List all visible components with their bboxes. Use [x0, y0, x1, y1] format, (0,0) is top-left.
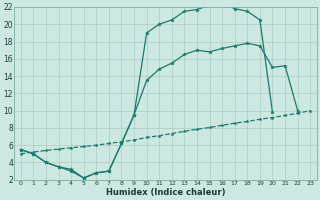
X-axis label: Humidex (Indice chaleur): Humidex (Indice chaleur) — [106, 188, 225, 197]
